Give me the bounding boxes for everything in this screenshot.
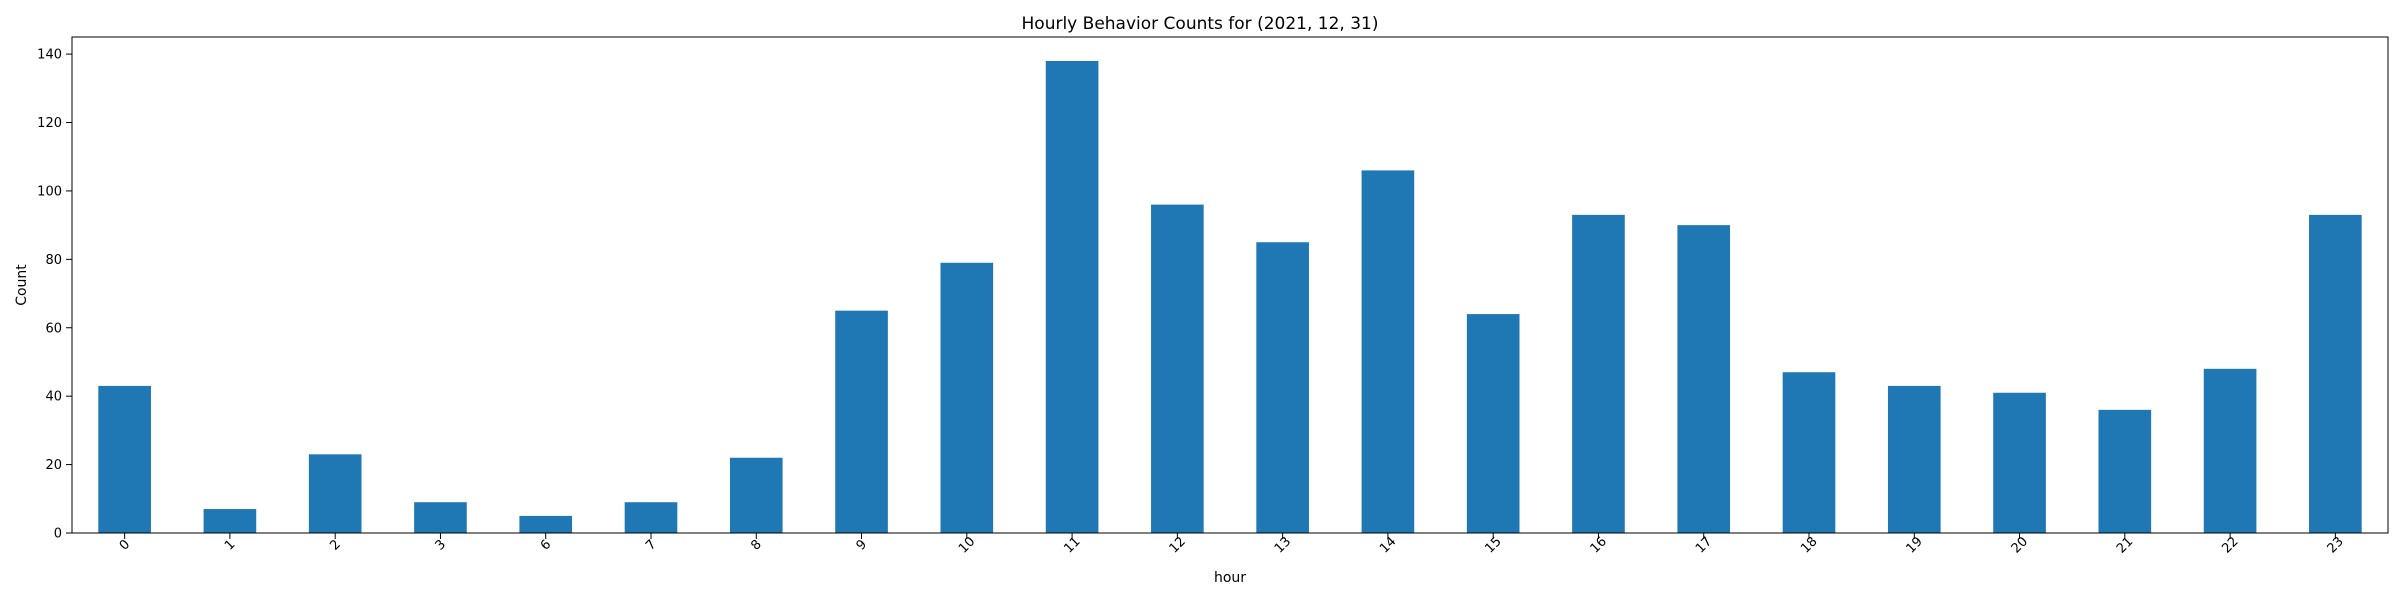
bar-hour-2 [308,454,362,533]
x-tick-label: 0 [117,537,133,553]
bar-hour-10 [940,262,994,533]
bar-hour-22 [2203,368,2257,533]
bar-hour-6 [519,515,573,533]
y-tick-label: 100 [37,184,62,199]
bar-hour-17 [1677,225,1731,533]
bar-hour-13 [1256,242,1309,533]
x-tick-label: 23 [2325,534,2347,556]
x-tick-label: 9 [854,537,870,553]
x-tick-label: 11 [1061,534,1083,556]
bar-hour-8 [729,457,783,533]
bar-hour-15 [1466,314,1520,533]
bar-hour-23 [2309,214,2362,533]
x-tick-label: 12 [1167,534,1189,556]
bar-hour-3 [414,502,467,533]
chart-title: Hourly Behavior Counts for (2021, 12, 31… [1022,14,1379,34]
bar-hour-16 [1572,214,1625,533]
x-tick-label: 8 [748,537,764,553]
x-tick-label: 6 [538,537,554,553]
x-tick-label: 10 [956,534,978,556]
y-tick-label: 0 [54,527,62,542]
y-axis-ticks: 0 20 40 60 80 100 120 140 [37,48,72,542]
bar-hour-9 [835,310,888,533]
x-tick-label: 7 [643,537,659,553]
bar-hour-21 [2098,409,2152,533]
x-tick-label: 17 [1693,534,1715,556]
plot-frame [71,36,2389,534]
x-tick-label: 3 [433,537,449,553]
bar-hour-7 [624,502,678,533]
y-tick-label: 20 [45,458,62,473]
x-axis-label: hour [1214,570,1246,586]
bar-hour-14 [1361,170,1415,533]
bar-hour-11 [1045,60,1099,534]
y-tick-label: 80 [45,253,62,268]
bars-group [98,60,2362,534]
y-tick-label: 140 [37,48,62,63]
x-tick-label: 15 [1482,534,1504,556]
x-tick-label: 16 [1588,534,1610,556]
bar-hour-18 [1782,372,1836,533]
y-tick-label: 60 [45,321,62,336]
x-tick-label: 19 [1903,534,1925,556]
bar-hour-20 [1993,392,2046,533]
bar-hour-0 [98,385,151,533]
x-axis-ticks: 0 1 2 3 6 7 8 9 10 11 12 13 14 15 16 17 18 19 20 21 22 23 [117,533,2347,557]
y-tick-label: 120 [37,116,62,131]
y-axis-label: Count [14,264,30,306]
x-tick-label: 18 [1798,534,1820,556]
x-tick-label: 22 [2219,534,2241,556]
y-tick-label: 40 [45,390,62,405]
x-tick-label: 13 [1272,534,1294,556]
x-tick-label: 1 [222,537,238,553]
bar-hour-12 [1151,204,1204,533]
x-tick-label: 20 [2009,534,2031,556]
x-tick-label: 14 [1377,534,1399,556]
x-tick-label: 2 [327,537,343,553]
x-tick-label: 21 [2114,534,2136,556]
bar-hour-19 [1887,385,1941,533]
bar-hour-1 [203,509,257,533]
